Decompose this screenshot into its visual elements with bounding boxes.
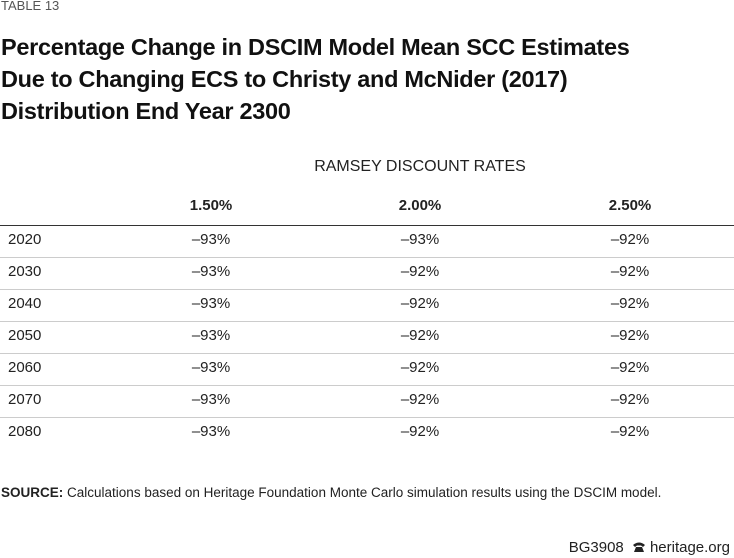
group-header: RAMSEY DISCOUNT RATES <box>314 158 526 175</box>
cell: –93% <box>191 359 231 376</box>
row-label: 2070 <box>8 391 42 408</box>
cell: –93% <box>191 263 231 280</box>
cell: –93% <box>191 295 231 312</box>
row-rule <box>0 257 734 258</box>
row-rule <box>0 417 734 418</box>
table-label: TABLE 13 <box>1 0 60 13</box>
column-header: 2.00% <box>398 197 442 214</box>
row-label: 2040 <box>8 295 42 312</box>
cell: –92% <box>610 391 650 408</box>
source-text: Calculations based on Heritage Foundatio… <box>67 485 662 500</box>
cell: –92% <box>400 423 440 440</box>
cell: –93% <box>400 231 440 248</box>
cell: –92% <box>400 327 440 344</box>
row-label: 2030 <box>8 263 42 280</box>
column-header: 2.50% <box>608 197 652 214</box>
row-label: 2080 <box>8 423 42 440</box>
cell: –92% <box>610 295 650 312</box>
title: Percentage Change in DSCIM Model Mean SC… <box>1 31 630 127</box>
source-label: SOURCE: <box>1 485 64 500</box>
title-line: Percentage Change in DSCIM Model Mean SC… <box>1 34 630 60</box>
cell: –92% <box>400 263 440 280</box>
cell: –92% <box>610 359 650 376</box>
cell: –93% <box>191 423 231 440</box>
cell: –92% <box>610 263 650 280</box>
title-line: Due to Changing ECS to Christy and McNid… <box>1 66 568 92</box>
column-header: 1.50% <box>189 197 233 214</box>
cell: –92% <box>610 327 650 344</box>
source: SOURCE: Calculations based on Heritage F… <box>1 485 661 500</box>
cell: –92% <box>610 423 650 440</box>
cell: –93% <box>191 231 231 248</box>
row-rule <box>0 289 734 290</box>
cell: –92% <box>400 391 440 408</box>
row-label: 2020 <box>8 231 42 248</box>
row-label: 2060 <box>8 359 42 376</box>
footer-site: heritage.org <box>649 539 730 556</box>
row-rule <box>0 321 734 322</box>
cell: –92% <box>400 359 440 376</box>
phone-icon <box>632 542 645 552</box>
cell: –92% <box>610 231 650 248</box>
footer-code: BG3908 <box>568 539 624 556</box>
row-rule <box>0 385 734 386</box>
row-rule <box>0 353 734 354</box>
cell: –92% <box>400 295 440 312</box>
cell: –93% <box>191 327 231 344</box>
row-label: 2050 <box>8 327 42 344</box>
cell: –93% <box>191 391 231 408</box>
footer: BG3908 heritage.org <box>569 539 730 556</box>
header-rule <box>0 225 734 226</box>
title-line: Distribution End Year 2300 <box>1 98 291 124</box>
